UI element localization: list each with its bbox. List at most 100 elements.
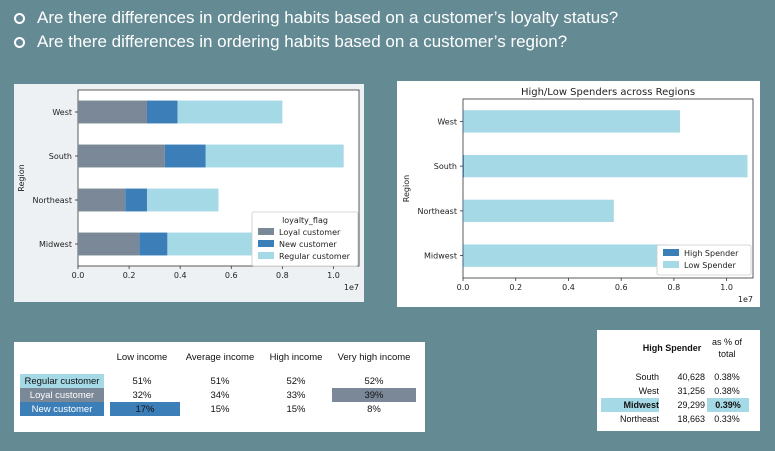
legend-box [656,244,752,276]
table-cell-highlight: 0.39% [707,398,749,412]
legend-entry: New customer [279,240,337,249]
bullet-item: Are there differences in ordering habits… [14,30,618,54]
bar-segment [463,244,464,267]
row-label: West [638,386,659,396]
y-tick-label: Midwest [39,240,72,249]
y-axis-label: Region [17,164,26,191]
table-cell-highlight: 39% [332,388,416,402]
y-tick-label: West [52,108,72,117]
bullet-item: Are there differences in ordering habits… [14,6,618,30]
legend-entry: Regular customer [279,252,351,261]
bar-segment [146,100,178,124]
column-header: Low income [116,351,168,363]
x-scale-label: 1e7 [344,283,359,292]
x-tick-label: 0.6 [225,271,238,280]
bullet-text: Are there differences in ordering habits… [37,8,619,27]
legend-entry: Loyal customer [279,228,341,237]
x-tick-label: 0.2 [509,283,522,292]
table-cell: 52% [286,375,306,387]
bar-segment [78,188,126,212]
row-label-highlight: Midwest [601,398,659,412]
chart-title: High/Low Spenders across Regions [521,87,695,98]
table-cell: 52% [364,375,384,387]
bar-segment [164,144,206,168]
bar-segment [78,100,147,124]
y-axis-label: Region [402,175,411,202]
row-label-loyal: Loyal customer [20,388,104,402]
x-tick-label: 0.6 [615,283,628,292]
bar-segment [125,188,147,212]
circle-bullet-icon [14,13,25,24]
x-scale-label: 1e7 [738,295,753,304]
x-tick-label: 0.8 [276,271,289,280]
legend: High Spender Low Spender [656,244,752,276]
circle-bullet-icon [14,37,25,48]
x-tick-label: 0.8 [668,283,681,292]
table-cell: 33% [286,389,306,401]
table-cell: 32% [132,389,152,401]
bar-segment [463,110,464,133]
row-label-new: New customer [20,402,104,416]
legend-box [251,211,359,267]
bar-segment [463,110,680,133]
loyalty-income-table: Low income Average income High income Ve… [14,342,425,432]
bar-segment [463,154,465,178]
table-cell: 8% [367,403,381,415]
spender-bar-chart: High/Low Spenders across Regions West Sout… [402,87,754,304]
table-cell: 29,299 [677,400,705,410]
column-header: Average income [185,351,255,363]
table-cell: 15% [210,403,230,415]
table-cell: 40,628 [677,372,705,382]
bar-segment [463,199,464,223]
x-tick-label: 0.4 [174,271,187,280]
bar-segment [177,100,283,124]
column-header: High Spender [642,343,702,353]
y-tick-label: South [434,162,457,171]
x-tick-label: 0.0 [457,283,470,292]
table-cell-highlight: 17% [110,402,180,416]
spender-chart-panel: High/Low Spenders across Regions West Sout… [397,81,760,307]
bar-segment [78,232,140,256]
y-tick-label: Northeast [32,196,72,205]
y-tick-label: South [49,152,72,161]
bar-segment [139,232,168,256]
bar-segment [146,188,219,212]
table-cell: 0.33% [714,414,740,424]
legend-swatch [258,252,274,259]
bar-segment [78,144,165,168]
legend-swatch [258,240,274,247]
x-tick-label: 0.0 [72,271,85,280]
legend-title: loyalty_flag [282,216,328,225]
x-tick-label: 1.0 [327,271,340,280]
loyalty-chart-panel: West South Northeast Midwest 0.0 0.2 0.4 0.6 0.8… [14,84,364,302]
column-header: Very high income [337,351,411,363]
table-cell: 51% [132,375,152,387]
loyalty-stacked-bar-chart: West South Northeast Midwest 0.0 0.2 0.4 0.6 0.8… [17,89,360,292]
row-label-regular: Regular customer [20,374,104,388]
table-cell: 0.38% [714,372,740,382]
table-cell: 34% [210,389,230,401]
legend-swatch [258,228,274,235]
y-tick-label: Midwest [424,252,457,261]
table-cell: 15% [286,403,306,415]
x-tick-label: 0.2 [123,271,136,280]
legend-swatch [663,249,679,256]
row-label: Northeast [619,414,659,424]
table-cell: 51% [210,375,230,387]
x-tick-label: 1.0 [720,283,733,292]
bar-segment [463,244,667,267]
y-tick-label: Northeast [417,207,457,216]
legend: loyalty_flag Loyal customer New customer Re… [251,211,359,267]
table-cell: 31,256 [677,386,705,396]
row-label: South [635,372,659,382]
bar-segment [205,144,344,168]
table-cell: 18,663 [677,414,705,424]
legend-entry: High Spender [684,249,739,258]
table-cell: 0.38% [714,386,740,396]
column-header: as % of total [711,337,742,359]
slide-questions: Are there differences in ordering habits… [14,6,618,54]
x-tick-label: 0.4 [562,283,575,292]
bullet-text: Are there differences in ordering habits… [37,32,568,51]
column-header: High income [269,351,323,363]
bar-segment [464,154,748,178]
